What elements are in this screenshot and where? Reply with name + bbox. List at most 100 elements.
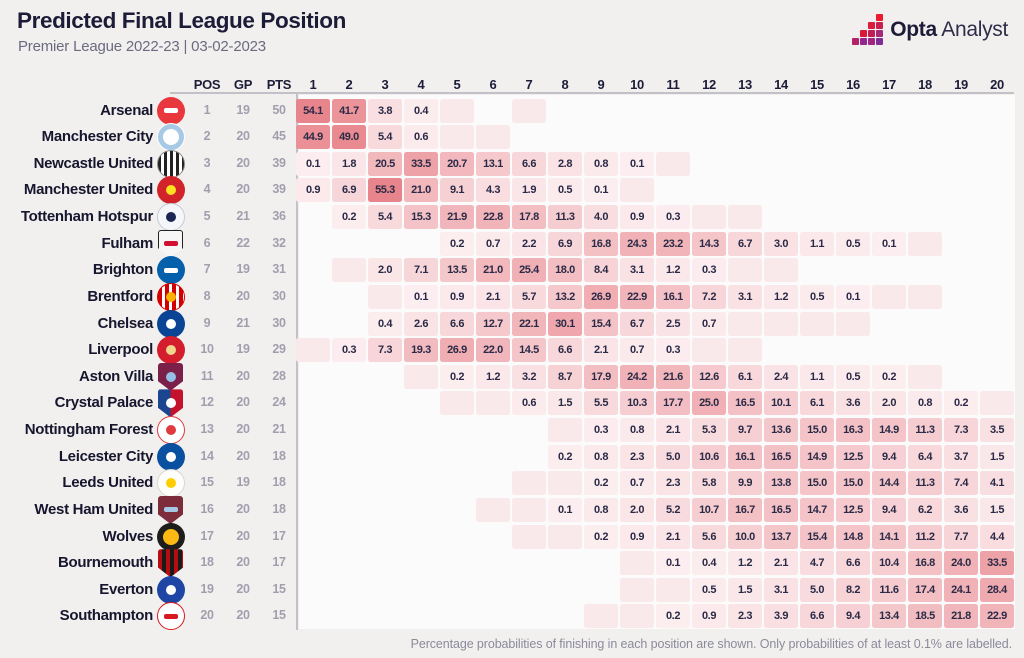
prob-cell: [440, 125, 474, 150]
prob-cell-label: 10.0: [735, 530, 755, 543]
gp-value: 20: [236, 608, 250, 623]
team-name: Manchester United: [23, 181, 153, 199]
prob-cell-label: 11.2: [915, 530, 935, 543]
pts-value: 31: [272, 262, 286, 277]
prob-cell-label: 11.3: [915, 424, 935, 437]
brand-logo: Opta Analyst: [852, 14, 1008, 45]
prob-cell-label: 13.2: [555, 290, 575, 303]
team-name: Fulham: [101, 234, 153, 252]
prob-cell-label: 8.2: [845, 583, 861, 596]
prob-cell: 1.1: [800, 364, 834, 389]
prob-cell: 12.5: [836, 497, 870, 522]
prob-cell: 24.0: [944, 551, 978, 576]
prob-cell-label: 21.0: [483, 264, 503, 277]
prob-cell: 16.8: [584, 231, 618, 256]
prob-cell-label: 6.2: [917, 503, 933, 516]
team-crest-icon: [157, 309, 185, 338]
prob-cell-label: 1.5: [989, 450, 1005, 463]
prob-cell-label: 1.2: [773, 290, 789, 303]
prob-cell: 0.2: [944, 391, 978, 416]
prob-cell: [800, 311, 834, 336]
prob-cell: 22.1: [512, 311, 546, 336]
prob-cell-label: 14.7: [807, 503, 827, 516]
prob-cell-label: 13.4: [879, 610, 899, 623]
prob-cell-label: 6.9: [341, 184, 357, 197]
prob-cell: 0.2: [440, 364, 474, 389]
prob-cell: 3.1: [764, 577, 798, 602]
prob-cell: 13.4: [872, 604, 906, 629]
brand-name-analyst: Analyst: [941, 17, 1008, 41]
gp-value: 19: [236, 102, 250, 117]
team-name: Chelsea: [97, 314, 154, 332]
prob-cell-label: 14.5: [519, 344, 539, 357]
position-column-header-9: 9: [597, 77, 605, 92]
prob-cell-label: 4.7: [809, 557, 825, 570]
prob-cell-label: 7.3: [377, 344, 393, 357]
team-crest-icon: [157, 442, 185, 471]
prob-cell: 12.7: [476, 311, 510, 336]
prob-cell: 0.3: [584, 418, 618, 443]
prob-cell: 25.0: [692, 391, 726, 416]
prob-cell: 0.7: [620, 471, 654, 496]
prob-cell-label: 7.3: [953, 424, 969, 437]
prob-cell-label: 0.8: [629, 424, 645, 437]
prob-cell-label: 28.4: [987, 583, 1007, 596]
prob-cell: 0.3: [656, 338, 690, 363]
prob-cell: 33.5: [980, 551, 1014, 576]
prob-cell: 10.7: [692, 497, 726, 522]
prob-cell: 3.2: [512, 364, 546, 389]
prob-cell: 0.1: [656, 551, 690, 576]
prob-cell-label: 0.4: [413, 104, 429, 117]
crest-detail: [166, 212, 176, 223]
prob-cell-label: 3.8: [377, 104, 393, 117]
prob-cell-label: 18.5: [915, 610, 935, 623]
gp-value: 20: [236, 182, 250, 197]
header-divider-line: [170, 92, 1014, 94]
prob-cell-label: 0.1: [593, 184, 609, 197]
gp-value: 19: [236, 342, 250, 357]
team-crest-icon: [157, 575, 185, 604]
gp-value: 20: [236, 555, 250, 570]
prob-cell: 0.7: [476, 231, 510, 256]
prob-cell: 13.5: [440, 258, 474, 283]
position-column-header-6: 6: [489, 77, 497, 92]
prob-cell-label: 10.1: [771, 397, 791, 410]
prob-cell: [368, 284, 402, 309]
prob-cell-label: 15.4: [807, 530, 827, 543]
prob-cell-label: 3.1: [629, 264, 645, 277]
prob-cell: 0.1: [296, 151, 330, 176]
prob-cell-label: 16.5: [771, 503, 791, 516]
prob-cell-label: 0.2: [449, 370, 465, 383]
pos-value: 16: [200, 501, 214, 516]
prob-cell-label: 0.8: [593, 450, 609, 463]
prob-cell: 26.9: [584, 284, 618, 309]
prob-cell-label: 10.3: [627, 397, 647, 410]
prob-cell: 0.9: [440, 284, 474, 309]
prob-cell: 1.5: [728, 577, 762, 602]
prob-cell-label: 0.3: [341, 344, 357, 357]
prob-cell: 7.3: [944, 418, 978, 443]
prob-cell-label: 0.1: [665, 557, 681, 570]
prob-cell-label: 15.3: [411, 211, 431, 224]
prob-cell: [620, 178, 654, 203]
prob-cell-label: 4.4: [989, 530, 1005, 543]
team-name: Manchester City: [41, 128, 154, 146]
gp-value: 19: [236, 475, 250, 490]
prob-cell: 16.1: [728, 444, 762, 469]
prob-cell-label: 0.3: [665, 344, 681, 357]
prob-cell: 14.9: [800, 444, 834, 469]
prob-cell-label: 0.2: [449, 237, 465, 250]
prob-cell-label: 13.6: [771, 424, 791, 437]
prob-cell: [692, 205, 726, 230]
prob-cell: 1.9: [512, 178, 546, 203]
prob-cell: 2.3: [620, 444, 654, 469]
team-crest-icon: [158, 362, 183, 391]
prob-cell-label: 6.6: [557, 344, 573, 357]
prob-cell: 11.2: [908, 524, 942, 549]
position-column-header-8: 8: [561, 77, 569, 92]
prob-cell: 1.2: [764, 284, 798, 309]
pts-value: 15: [272, 581, 286, 596]
prob-cell: 6.7: [620, 311, 654, 336]
position-column-header-20: 20: [990, 77, 1004, 92]
prob-cell-label: 12.6: [699, 370, 719, 383]
